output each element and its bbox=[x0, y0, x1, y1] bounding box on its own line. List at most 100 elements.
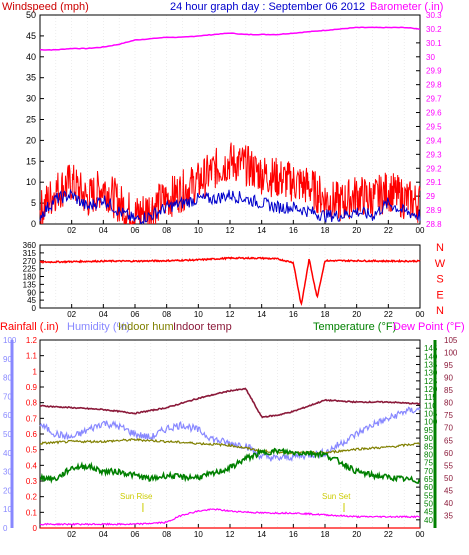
barometer-tick-label: 30.2 bbox=[426, 25, 442, 34]
panel2-x-label: 02 bbox=[67, 310, 76, 319]
barometer-tick-label: 29.6 bbox=[426, 109, 442, 118]
humidity-tick-label: 90 bbox=[3, 355, 12, 364]
barometer-tick-label: 29.2 bbox=[426, 164, 442, 173]
chart-title: 24 hour graph day : September 06 2012 bbox=[170, 1, 365, 13]
dewpoint-tick-label: 90 bbox=[444, 374, 453, 383]
sunrise-label: Sun Rise bbox=[120, 492, 153, 501]
wind-direction-line bbox=[39, 256, 421, 306]
humidity-tick-label: 40 bbox=[3, 449, 12, 458]
rainfall-tick-label: 1.1 bbox=[26, 352, 38, 361]
temperature-tick-label: 85 bbox=[424, 442, 433, 451]
indoor-hum-label: Indoor hum bbox=[118, 321, 174, 333]
windspeed-tick-label: 40 bbox=[26, 52, 36, 62]
windspeed-tick-label: 20 bbox=[26, 135, 36, 145]
direction-tick-label: 0 bbox=[32, 304, 37, 313]
panel1-x-label: 04 bbox=[99, 226, 108, 235]
temperature-tick-label: 95 bbox=[424, 426, 433, 435]
dewpoint-tick-label: 60 bbox=[444, 449, 453, 458]
temperature-tick-label: 110 bbox=[424, 401, 437, 410]
humidity-tick-label: 100 bbox=[3, 336, 17, 345]
temperature-tick-label: 120 bbox=[424, 385, 438, 394]
barometer-tick-label: 29.7 bbox=[426, 95, 442, 104]
indoor-hum-line bbox=[39, 437, 421, 455]
wind-baro-panel: 0 5 10 15 20 25 30 35 40 45 50 28.8 28.9 29 29.1 29.2 29… bbox=[26, 10, 442, 235]
panel3-x-label: 02 bbox=[67, 530, 76, 539]
barometer-tick-label: 29.3 bbox=[426, 150, 442, 159]
temperature-tick-label: 50 bbox=[424, 499, 433, 508]
windspeed-tick-label: 10 bbox=[26, 177, 36, 187]
humidity-tick-label: 20 bbox=[3, 486, 12, 495]
rainfall-tick-label: 0.3 bbox=[26, 477, 38, 486]
direction-tick-label: 360 bbox=[23, 241, 37, 250]
windspeed-tick-label: 45 bbox=[26, 31, 36, 41]
direction-tick-label: 225 bbox=[23, 265, 37, 274]
temperature-tick-label: 115 bbox=[424, 393, 437, 402]
barometer-tick-label: 29.4 bbox=[426, 136, 442, 145]
direction-tick-label: 45 bbox=[27, 296, 36, 305]
panel2-x-label: 18 bbox=[321, 310, 330, 319]
dewpoint-tick-label: 55 bbox=[444, 461, 453, 470]
dewpoint-tick-label: 70 bbox=[444, 424, 453, 433]
panel2-x-label: 06 bbox=[131, 310, 140, 319]
windspeed-avg-line bbox=[39, 188, 421, 225]
rainfall-tick-label: 0.9 bbox=[26, 383, 38, 392]
panel2-x-label: 16 bbox=[289, 310, 298, 319]
direction-tick-label: 180 bbox=[23, 273, 37, 282]
panel2-x-label: 12 bbox=[226, 310, 235, 319]
rainfall-tick-label: 0 bbox=[33, 524, 38, 533]
panel2-x-label: 04 bbox=[99, 310, 108, 319]
humidity-tick-label: 80 bbox=[3, 374, 12, 383]
temperature-tick-label: 60 bbox=[424, 483, 433, 492]
humidity-tick-label: 10 bbox=[3, 505, 12, 514]
panel3-x-label: 20 bbox=[352, 530, 361, 539]
panel3-x-label: 16 bbox=[289, 530, 298, 539]
barometer-tick-label: 30.3 bbox=[426, 11, 442, 20]
humidity-tick-label: 70 bbox=[3, 392, 12, 401]
temperature-axis-label: Temperature (°F) bbox=[313, 321, 396, 333]
temperature-tick-label: 40 bbox=[424, 516, 433, 525]
sunset-label: Sun Set bbox=[322, 492, 351, 501]
dewpoint-tick-label: 45 bbox=[444, 486, 453, 495]
panel2-x-label: 20 bbox=[352, 310, 361, 319]
barometer-tick-label: 30 bbox=[426, 53, 435, 62]
windspeed-tick-label: 15 bbox=[26, 156, 36, 166]
panel3-x-label: 12 bbox=[226, 530, 235, 539]
dewpoint-tick-label: 95 bbox=[444, 361, 453, 370]
barometer-tick-label: 29.1 bbox=[426, 178, 442, 187]
dewpoint-axis-label: Dew Point (°F) bbox=[393, 321, 465, 333]
barometer-tick-label: 29.9 bbox=[426, 67, 442, 76]
compass-label: N bbox=[436, 242, 444, 254]
temperature-tick-label: 75 bbox=[424, 459, 433, 468]
direction-tick-label: 90 bbox=[27, 288, 36, 297]
dewpoint-tick-label: 40 bbox=[444, 499, 453, 508]
windspeed-tick-label: 50 bbox=[26, 10, 36, 20]
panel1-x-label: 14 bbox=[257, 226, 266, 235]
panel1-x-label: 16 bbox=[289, 226, 298, 235]
rainfall-tick-label: 1 bbox=[33, 367, 38, 376]
rainfall-tick-label: 0.7 bbox=[26, 414, 38, 423]
barometer-tick-label: 28.8 bbox=[426, 220, 442, 229]
dewpoint-tick-label: 105 bbox=[444, 336, 458, 345]
rainfall-tick-label: 0.4 bbox=[26, 461, 38, 470]
dewpoint-tick-label: 50 bbox=[444, 474, 453, 483]
humidity-tick-label: 0 bbox=[3, 524, 8, 533]
humidity-tick-label: 60 bbox=[3, 411, 12, 420]
compass-label: E bbox=[436, 289, 443, 301]
rainfall-tick-label: 0.2 bbox=[26, 493, 38, 502]
panel1-x-label: 18 bbox=[321, 226, 330, 235]
barometer-tick-label: 30.1 bbox=[426, 39, 442, 48]
windspeed-axis-label: Windspeed (mph) bbox=[2, 1, 89, 13]
temperature-tick-label: 55 bbox=[424, 491, 433, 500]
windspeed-tick-label: 5 bbox=[31, 198, 36, 208]
windspeed-tick-label: 25 bbox=[26, 115, 36, 125]
humidity-axis-label: Humidity (%) bbox=[67, 321, 130, 333]
compass-label: W bbox=[435, 258, 446, 270]
panel3-x-label: 00 bbox=[416, 530, 425, 539]
panel2-x-label: 00 bbox=[416, 310, 425, 319]
temperature-tick-label: 135 bbox=[424, 361, 438, 370]
panel3-x-label: 10 bbox=[194, 530, 203, 539]
barometer-tick-label: 28.9 bbox=[426, 206, 442, 215]
